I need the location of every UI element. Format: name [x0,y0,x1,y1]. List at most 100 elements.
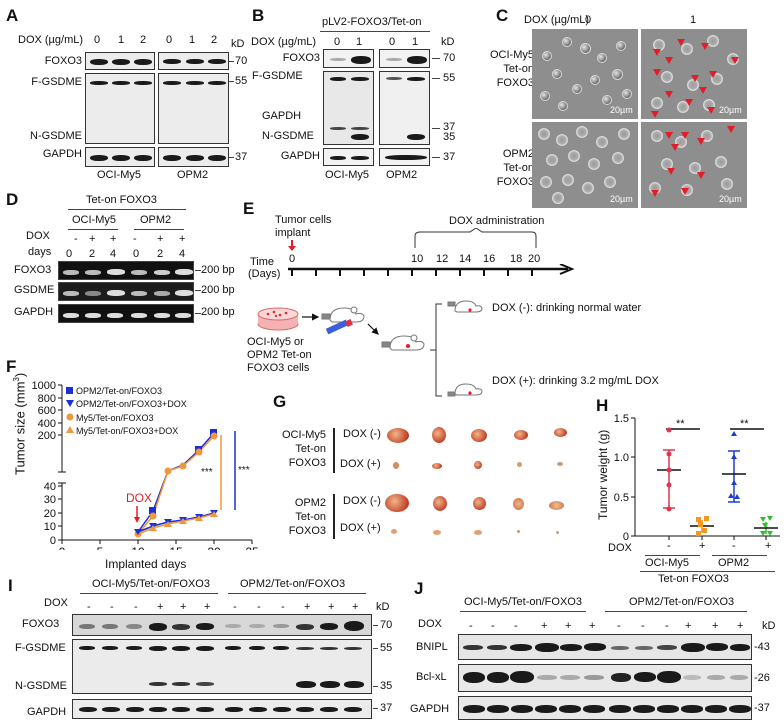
tumor-image [387,428,409,443]
timeline-axis [288,264,575,276]
svg-text:0.5: 0.5 [614,492,629,504]
tumor-image [433,530,441,535]
svg-text:***: *** [238,465,250,476]
blot-bclxl [458,664,752,692]
blot-gapdh-opm2 [158,147,229,167]
blot-gapdh-opm2 [379,148,430,166]
time-label: Time [250,256,275,268]
kd-label: kD [231,38,245,50]
kd-marker: 37 [380,702,393,714]
kd-marker: 55 [235,75,248,87]
dox-label: DOX [418,618,442,630]
panel-label: B [252,6,265,25]
panel-label: J [414,579,424,598]
panel-label: G [273,392,287,411]
tumor-image [513,498,524,510]
scale-bar: 20µm [610,105,633,115]
tumor-image [471,429,487,442]
row-label: BNIPL [416,641,448,653]
kd-marker: 35 [380,680,393,692]
dose-label: 1 [189,34,196,46]
row-label: F-GSDME [31,76,82,88]
svg-text:My5/Tet-on/FOXO3+DOX: My5/Tet-on/FOXO3+DOX [76,426,178,436]
tumor-image [554,428,567,437]
kd-marker: 70 [443,52,456,64]
micrograph-opm2-dox1: 20µm [641,122,747,208]
dose-label: 1 [118,34,125,46]
row-label: GAPDH [42,148,82,160]
dox-label: DOX [44,597,68,609]
svg-text:200: 200 [38,430,56,442]
size-marker: 200 bp [201,306,235,318]
tick-label: 0 [289,253,296,265]
panel-label: C [496,6,509,25]
svg-text:1.5: 1.5 [614,413,629,425]
blot-gsdme-opm2 [158,73,229,144]
kd-marker: 35 [443,131,456,143]
tumor-image [557,462,563,466]
row-label: FOXO3 [44,55,82,67]
gel-gapdh [58,304,194,323]
arm-minus-label: DOX (-): drinking normal water [492,302,642,314]
dox-label: DOX (µg/mL) [524,14,590,26]
tumor-image [393,462,399,469]
svg-text:**: ** [740,418,749,430]
group-label: OPM2 Tet-on FOXO3 [288,497,326,537]
y-axis-label: Tumor size (mm3) [12,372,28,475]
dox-label: DOX (µg/mL) [251,36,317,48]
blot-bnipl [458,634,752,660]
kd-marker: 55 [380,642,393,654]
admin-label: DOX administration [449,215,545,227]
cell-line-label: OPM2 [177,169,209,181]
arm-label: DOX (-) [343,428,381,440]
svg-text:OPM2/Tet-on/FOXO3+DOX: OPM2/Tet-on/FOXO3+DOX [76,399,187,409]
kd-marker: 37 [443,151,456,163]
tumor-image [473,497,486,510]
kd-label: kD [762,620,776,632]
blot-foxo3-ocimy5 [85,52,155,70]
panel-label: D [6,190,19,209]
group-label: OCI-My5/Tet-on/FOXO3 [464,596,582,608]
days-label: days [28,246,52,258]
kd-marker: 55 [443,72,456,84]
dose-label: 0 [166,34,173,46]
kd-marker: 37 [235,151,248,163]
svg-text:**: ** [676,418,685,430]
svg-text:1.0: 1.0 [614,452,629,464]
dox-label: DOX [608,542,632,554]
column-label: 1 [690,14,697,26]
row-label: FOXO3 [282,52,320,64]
row-label: F-GSDME [252,70,303,82]
svg-text:40: 40 [44,481,56,493]
row-label: GSDME [14,284,55,296]
cells-label: OCI-My5 or [247,336,304,348]
row-label: GAPDH [280,150,320,162]
petri-dish-icon [257,307,299,331]
dose-label: 1 [356,36,363,48]
column-label: 0 [585,14,592,26]
construct-header: pLV2-FOXO3/Tet-on [322,16,422,28]
dox-label: DOX [26,230,50,242]
row-label: N-GSDME [15,680,67,692]
workflow-diagram [302,300,483,397]
cell-line-label: OCI-My5 [325,169,369,181]
cells-label: OPM2 Tet-on [247,349,312,361]
panel-label: A [6,6,19,25]
kd-marker: 37 [443,121,456,133]
svg-text:20: 20 [44,508,56,520]
blot-foxo3-ocimy5 [323,49,374,68]
row-label: Bcl-xL [416,671,447,683]
scale-bar: 20µm [719,194,742,204]
blot-gsdme-ocimy5 [323,71,374,145]
blot-gapdh [72,699,372,719]
mouse-icon [381,334,425,351]
footer-label: Tet-on FOXO3 [658,573,729,585]
dose-label: 2 [211,34,218,46]
svg-text:800: 800 [38,393,56,405]
tumor-image [391,529,397,534]
blot-gapdh-ocimy5 [323,148,374,166]
group-label: OCI-My5 [72,214,116,226]
scatter-chart: 1.5 1.0 0.5 0 ** ** [614,413,780,543]
row-label: FOXO3 [22,618,60,630]
